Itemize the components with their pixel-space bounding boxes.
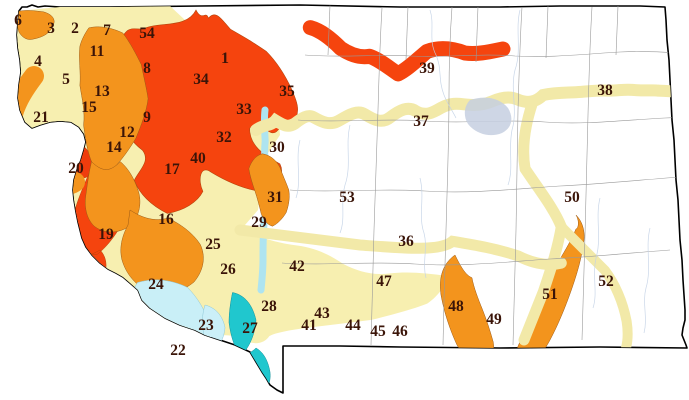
svg-text:16: 16 [158,211,174,228]
svg-text:13: 13 [94,83,110,100]
svg-text:23: 23 [198,317,214,334]
svg-text:38: 38 [597,82,613,99]
svg-text:39: 39 [419,60,435,77]
svg-text:9: 9 [143,109,151,126]
svg-text:7: 7 [103,22,111,39]
svg-text:24: 24 [148,276,164,293]
svg-text:33: 33 [236,101,252,118]
svg-text:3: 3 [47,20,55,37]
svg-text:50: 50 [564,189,580,206]
svg-text:30: 30 [269,139,285,156]
svg-text:32: 32 [216,129,232,146]
svg-text:19: 19 [98,226,114,243]
svg-text:34: 34 [193,71,209,88]
svg-text:14: 14 [106,139,122,156]
svg-text:21: 21 [33,109,49,126]
svg-text:29: 29 [251,214,267,231]
svg-text:54: 54 [139,25,155,42]
svg-text:25: 25 [205,236,221,253]
svg-text:43: 43 [314,305,330,322]
svg-text:53: 53 [339,189,355,206]
svg-text:15: 15 [81,99,97,116]
svg-text:42: 42 [289,258,305,275]
svg-text:4: 4 [34,53,42,70]
svg-text:2: 2 [71,20,79,37]
svg-text:27: 27 [242,320,258,337]
svg-text:37: 37 [413,113,429,130]
svg-text:40: 40 [190,150,206,167]
svg-text:22: 22 [170,342,186,359]
svg-text:20: 20 [68,160,84,177]
svg-text:36: 36 [398,233,414,250]
svg-text:17: 17 [164,161,180,178]
svg-text:35: 35 [279,83,295,100]
svg-text:44: 44 [345,317,361,334]
svg-text:26: 26 [220,261,236,278]
svg-text:52: 52 [598,273,614,290]
svg-text:45: 45 [370,323,386,340]
svg-text:6: 6 [14,12,22,29]
svg-text:28: 28 [261,298,277,315]
svg-text:5: 5 [62,71,70,88]
svg-text:48: 48 [448,298,464,315]
svg-text:8: 8 [143,60,151,77]
svg-text:49: 49 [486,311,502,328]
svg-text:46: 46 [392,323,408,340]
svg-text:31: 31 [267,189,283,206]
svg-text:51: 51 [542,286,558,303]
svg-text:47: 47 [376,273,392,290]
svg-text:1: 1 [221,50,229,67]
svg-text:11: 11 [90,43,105,60]
